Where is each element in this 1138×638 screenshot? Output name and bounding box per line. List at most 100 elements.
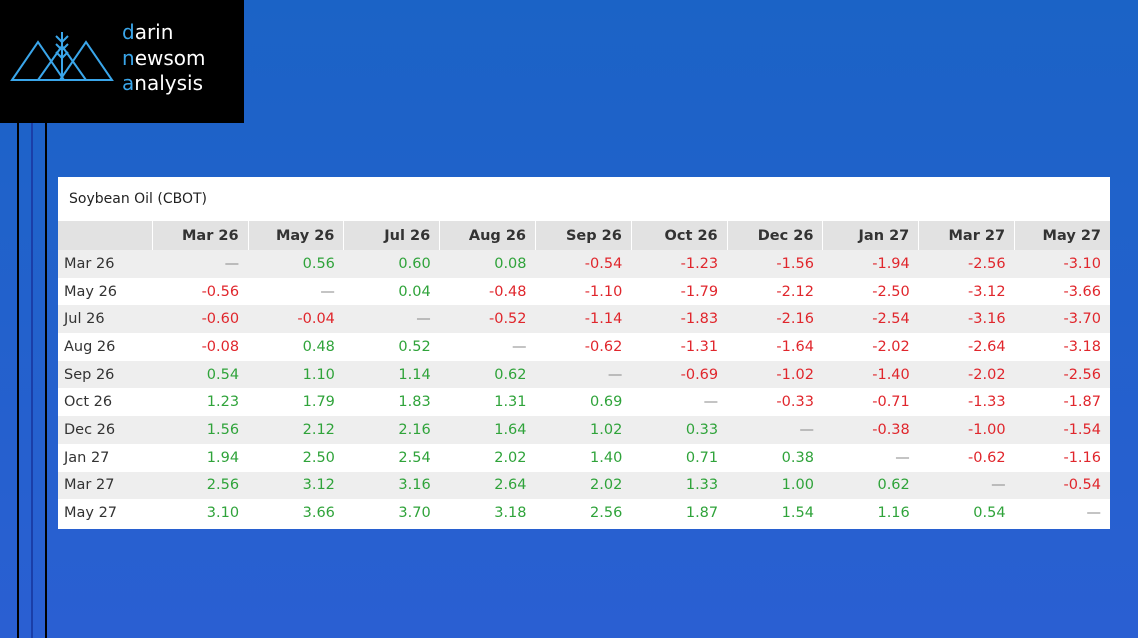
value-cell: -0.54 bbox=[535, 250, 632, 278]
value-cell: -0.52 bbox=[439, 305, 536, 334]
value-cell: -2.54 bbox=[822, 305, 919, 334]
value-cell: 1.31 bbox=[494, 394, 527, 411]
value-cell: 1.79 bbox=[302, 394, 335, 411]
value-cell: -3.18 bbox=[1063, 338, 1101, 355]
value-cell: 0.71 bbox=[685, 449, 719, 466]
table-row: Oct 26 1.23 1.79 1.83 1.31 0.69 — -0.33 -0.71 -1.… bbox=[58, 388, 1110, 416]
row-label: Jan 27 bbox=[64, 449, 110, 466]
column-header: Mar 27 bbox=[918, 221, 1015, 250]
value-cell: -1.10 bbox=[584, 283, 623, 300]
value-cell: — bbox=[918, 471, 1015, 500]
table-row: Aug 26 -0.08 0.48 0.52 — -0.62 -1.31 -1.64 -2.02… bbox=[58, 333, 1110, 361]
value-cell: 0.38 bbox=[781, 449, 814, 466]
value-cell: — bbox=[727, 416, 823, 444]
value-cell: 2.16 bbox=[343, 416, 440, 444]
value-cell: -1.40 bbox=[822, 360, 919, 389]
row-label: Dec 26 bbox=[58, 416, 153, 444]
value-cell: 3.12 bbox=[248, 471, 344, 500]
column-header: Oct 26 bbox=[630, 221, 728, 250]
value-cell: -1.87 bbox=[1063, 394, 1101, 411]
value-cell: -0.08 bbox=[201, 338, 240, 355]
value-cell: -0.56 bbox=[201, 283, 240, 300]
value-cell: 0.62 bbox=[439, 360, 536, 389]
value-cell: -0.60 bbox=[152, 305, 249, 334]
table-row: May 26 -0.56 — 0.04 -0.48 -1.10 -1.79 -2.12 -2.5… bbox=[58, 278, 1110, 306]
table-row: May 27 3.10 3.66 3.70 3.18 2.56 1.87 1.54 1.16 0.… bbox=[58, 499, 1110, 527]
value-cell: 2.54 bbox=[398, 449, 431, 466]
value-cell: 0.52 bbox=[398, 338, 431, 355]
value-cell: 1.40 bbox=[590, 449, 623, 466]
value-cell: 0.54 bbox=[973, 505, 1006, 522]
value-cell: 1.87 bbox=[685, 505, 719, 522]
logo-word: analysis bbox=[122, 71, 203, 95]
table-row: Sep 26 0.54 1.10 1.14 0.62— -0.69 -1.02 -1.40 -2… bbox=[58, 360, 1110, 389]
value-cell: -2.02 bbox=[918, 360, 1015, 389]
value-cell: -1.64 bbox=[776, 338, 814, 355]
table-panel: Soybean Oil (CBOT) Mar 26 May 26 Jul 26 Aug… bbox=[58, 177, 1110, 529]
row-label: Mar 27 bbox=[58, 471, 153, 500]
value-cell: 2.12 bbox=[248, 416, 344, 444]
value-cell: 0.56 bbox=[248, 250, 344, 278]
value-cell: -3.12 bbox=[968, 283, 1006, 300]
row-label: Mar 26 bbox=[58, 250, 153, 278]
value-cell: — bbox=[343, 305, 440, 334]
value-cell: 0.54 bbox=[152, 360, 249, 389]
value-cell: 2.56 bbox=[152, 471, 249, 500]
value-cell: 1.33 bbox=[631, 471, 728, 500]
logo-icon bbox=[10, 32, 114, 81]
row-label: May 26 bbox=[64, 283, 118, 300]
value-cell: 1.02 bbox=[535, 416, 632, 444]
value-cell: -0.38 bbox=[822, 416, 919, 444]
decor-line bbox=[31, 123, 33, 638]
value-cell: -3.70 bbox=[1014, 305, 1110, 334]
value-cell: -0.54 bbox=[1014, 471, 1110, 500]
value-cell: 3.66 bbox=[302, 505, 335, 522]
value-cell: 2.02 bbox=[535, 471, 632, 500]
row-label: Jul 26 bbox=[58, 305, 153, 334]
value-cell: -3.66 bbox=[1063, 283, 1101, 300]
value-cell: 1.14 bbox=[343, 360, 440, 389]
table-row: Mar 27 2.56 3.12 3.16 2.64 2.02 1.33 1.00 0.62— -… bbox=[58, 471, 1110, 500]
value-cell: 0.60 bbox=[343, 250, 440, 278]
column-header: Aug 26 bbox=[439, 221, 536, 250]
column-header: May 27 bbox=[1014, 221, 1110, 250]
value-cell: — bbox=[152, 250, 249, 278]
value-cell: 2.56 bbox=[590, 505, 623, 522]
value-cell: 3.16 bbox=[343, 471, 440, 500]
value-cell: -1.14 bbox=[535, 305, 632, 334]
value-cell: 0.48 bbox=[302, 338, 335, 355]
logo-word: newsom bbox=[122, 45, 206, 70]
value-cell: -1.31 bbox=[680, 338, 719, 355]
value-cell: -1.94 bbox=[822, 250, 919, 278]
value-cell: 2.02 bbox=[494, 449, 527, 466]
value-cell: 3.70 bbox=[398, 505, 431, 522]
value-cell: -0.69 bbox=[631, 360, 728, 389]
value-cell: -2.16 bbox=[727, 305, 823, 334]
column-header: Sep 26 bbox=[535, 221, 632, 250]
value-cell: -2.56 bbox=[918, 250, 1015, 278]
value-cell: 3.18 bbox=[494, 505, 527, 522]
value-cell: -1.33 bbox=[968, 394, 1006, 411]
value-cell: 0.62 bbox=[822, 471, 919, 500]
value-cell: — bbox=[512, 338, 527, 355]
value-cell: 1.56 bbox=[152, 416, 249, 444]
value-cell: -0.71 bbox=[872, 394, 910, 411]
value-cell: 0.69 bbox=[590, 394, 623, 411]
value-cell: 1.64 bbox=[439, 416, 536, 444]
value-cell: -3.16 bbox=[918, 305, 1015, 334]
value-cell: -2.12 bbox=[776, 283, 814, 300]
value-cell: 1.83 bbox=[398, 394, 431, 411]
column-header: Dec 26 bbox=[726, 221, 823, 250]
value-cell: -1.56 bbox=[727, 250, 823, 278]
value-cell: -3.10 bbox=[1014, 250, 1110, 278]
value-cell: 2.64 bbox=[439, 471, 536, 500]
value-cell: — bbox=[535, 360, 632, 389]
logo: darin newsom analysis bbox=[0, 0, 244, 123]
value-cell: 2.50 bbox=[302, 449, 335, 466]
logo-word: darin bbox=[122, 20, 174, 44]
value-cell: -2.02 bbox=[872, 338, 910, 355]
value-cell: -1.02 bbox=[727, 360, 823, 389]
table-row: Jan 27 1.94 2.50 2.54 2.02 1.40 0.71 0.38 — -0.62… bbox=[58, 444, 1110, 472]
value-cell: 1.16 bbox=[877, 505, 910, 522]
row-label: Sep 26 bbox=[58, 360, 153, 389]
